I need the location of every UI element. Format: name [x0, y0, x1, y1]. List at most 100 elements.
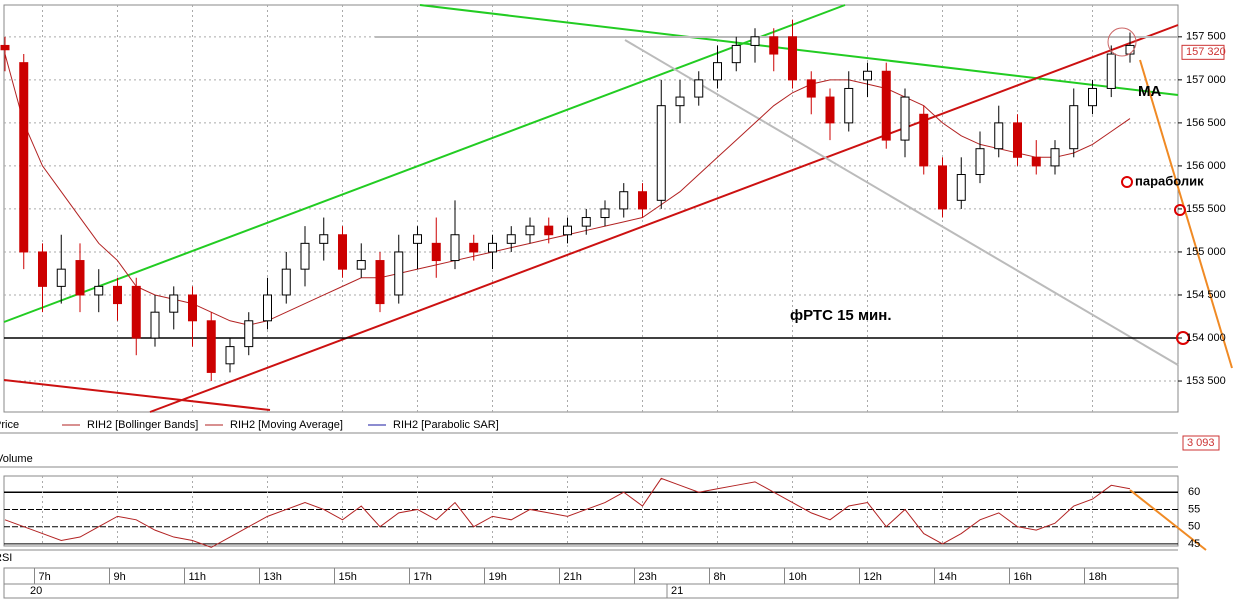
marker-circle	[1121, 176, 1133, 188]
y-tick-label: 155 000	[1186, 246, 1226, 258]
date-label: 20	[30, 585, 42, 597]
trend-line	[149, 24, 1179, 413]
candle-body	[731, 44, 741, 64]
trend-line	[3, 4, 846, 323]
x-tick-label: 21h	[564, 571, 582, 583]
candle-body	[675, 96, 685, 107]
legend-entry: RIH2 [Parabolic SAR]	[393, 419, 499, 431]
rsi-tick-label: 50	[1188, 521, 1200, 533]
rsi-tick-label: 55	[1188, 503, 1200, 515]
x-tick-label: 10h	[789, 571, 807, 583]
grid	[4, 5, 1178, 546]
candle-body	[225, 346, 235, 365]
candle-body	[525, 225, 535, 236]
rsi-tick-label: 45	[1188, 538, 1200, 550]
candle-body	[1050, 148, 1060, 167]
candle-body	[769, 36, 779, 55]
x-tick-label: 11h	[189, 571, 207, 583]
candle-body	[300, 242, 310, 270]
candle-body	[169, 294, 179, 313]
last-price-label: 157 320	[1186, 46, 1226, 58]
candle-body	[244, 320, 254, 348]
chart-title: фРТС 15 мин.	[790, 307, 892, 324]
candle-body	[1013, 122, 1022, 158]
rsi-line	[4, 477, 1131, 548]
x-tick-label: 23h	[639, 571, 657, 583]
x-tick-label: 18h	[1089, 571, 1107, 583]
x-tick-label: 9h	[114, 571, 126, 583]
x-tick-label: 8h	[714, 571, 726, 583]
candle-body	[1031, 156, 1041, 167]
y-tick-label: 155 500	[1186, 203, 1226, 215]
x-tick-label: 13h	[264, 571, 282, 583]
x-tick-label: 16h	[1014, 571, 1032, 583]
candle-body	[863, 70, 872, 81]
candle-body	[656, 105, 666, 201]
last-price-box	[1181, 44, 1225, 60]
candle-body	[1106, 53, 1116, 89]
y-tick-label: 156 000	[1186, 160, 1226, 172]
trend-line	[419, 4, 1179, 96]
rsi-panel	[3, 475, 1179, 547]
candle-body	[619, 191, 629, 210]
candle-body	[1125, 44, 1135, 55]
candle-body	[413, 234, 422, 244]
legend-entry: RIH2 [Bollinger Bands]	[87, 419, 198, 431]
candle-body	[506, 234, 516, 244]
candle-body	[56, 268, 66, 287]
annotation: параболик	[1135, 173, 1204, 188]
panel-label: Volume	[0, 453, 33, 465]
marker-circle	[1107, 27, 1137, 57]
trend-line	[3, 379, 271, 411]
x-tick-label: 15h	[339, 571, 357, 583]
candle-body	[900, 96, 910, 141]
x-tick-label: 12h	[864, 571, 882, 583]
candle-body	[581, 217, 591, 227]
candle-body	[806, 79, 816, 98]
y-tick-label: 156 500	[1186, 117, 1226, 129]
y-tick-label: 157 000	[1186, 74, 1226, 86]
candle-body	[600, 208, 610, 219]
date-label: 21	[671, 585, 683, 597]
candle-body	[994, 122, 1004, 150]
volume-value: 3 093	[1187, 437, 1215, 449]
legend-entry: RIH2 [Moving Average]	[230, 419, 343, 431]
marker-circle	[1176, 331, 1190, 345]
candle-body	[19, 62, 29, 253]
candle-body	[469, 242, 479, 253]
candle-body	[281, 268, 291, 296]
y-tick-label: 154 500	[1186, 289, 1226, 301]
candle-body	[975, 148, 985, 176]
y-tick-label: 157 500	[1186, 31, 1226, 43]
candle-body	[450, 234, 460, 262]
candle-body	[431, 242, 441, 262]
x-tick-label: 14h	[939, 571, 957, 583]
x-tick-label: 7h	[39, 571, 51, 583]
annotation: МА	[1138, 83, 1161, 100]
candle-body	[319, 234, 329, 244]
candle-body	[206, 320, 216, 373]
candle-body	[94, 285, 104, 296]
candle-body	[150, 311, 160, 339]
candle-body	[356, 260, 366, 270]
value-box	[1182, 435, 1220, 451]
y-tick-label: 154 000	[1186, 332, 1226, 344]
candle-body	[75, 260, 85, 296]
x-tick-label: 19h	[489, 571, 507, 583]
plot	[0, 19, 1135, 548]
candle-body	[375, 260, 385, 305]
candle-body	[38, 251, 47, 287]
panel-label: RSI	[0, 552, 12, 564]
candle-body	[188, 294, 197, 322]
candle-body	[394, 251, 404, 296]
candle-body	[488, 242, 497, 253]
candle-body	[338, 234, 347, 270]
candle-body	[694, 79, 704, 98]
rsi-tick-label: 60	[1188, 486, 1200, 498]
candle-body	[131, 285, 141, 339]
candle-body	[938, 165, 947, 210]
candle-body	[544, 225, 554, 236]
x-tick-label: 17h	[414, 571, 432, 583]
